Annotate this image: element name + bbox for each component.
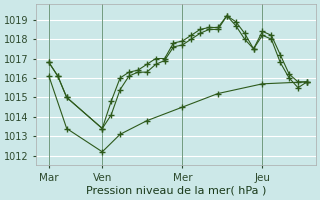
X-axis label: Pression niveau de la mer( hPa ): Pression niveau de la mer( hPa ): [86, 186, 266, 196]
